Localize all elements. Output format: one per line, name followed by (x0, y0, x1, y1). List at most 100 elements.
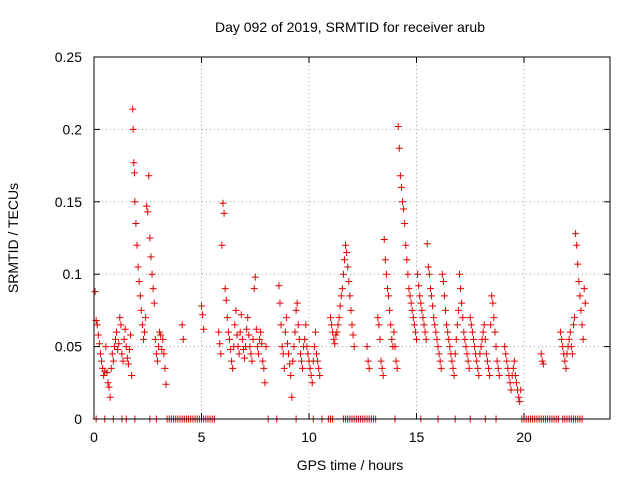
data-point (572, 230, 580, 238)
data-point (293, 299, 301, 307)
data-point (434, 343, 442, 351)
data-point (119, 357, 127, 365)
data-point (142, 314, 150, 322)
data-point (299, 364, 307, 372)
data-point (579, 335, 587, 343)
y-tick-label: 0.15 (55, 194, 82, 210)
data-point (450, 372, 458, 380)
data-point (243, 325, 251, 333)
data-point (179, 335, 187, 343)
x-tick-label: 5 (198, 429, 206, 445)
data-point (390, 328, 398, 336)
data-point (488, 292, 496, 300)
data-point (144, 208, 152, 216)
data-point (383, 285, 391, 293)
data-point (575, 277, 583, 285)
data-point (483, 357, 491, 365)
data-point (160, 350, 168, 358)
data-point (456, 270, 463, 278)
data-point (405, 285, 413, 293)
data-point (444, 328, 452, 336)
data-point (262, 343, 270, 351)
x-tick-label: 15 (409, 429, 425, 445)
data-point (413, 335, 420, 343)
data-point (433, 335, 441, 343)
data-point (464, 357, 472, 365)
data-point (290, 343, 298, 351)
data-point (246, 343, 254, 351)
data-point (250, 285, 258, 293)
data-point (339, 270, 347, 278)
data-point (256, 335, 264, 343)
data-point (151, 335, 159, 343)
data-point (436, 357, 444, 365)
data-point (200, 325, 208, 333)
data-point (511, 372, 519, 380)
data-point (91, 288, 99, 296)
data-point (289, 357, 297, 365)
data-point (143, 202, 151, 210)
data-point (216, 340, 224, 348)
data-point (409, 314, 417, 322)
data-point (316, 372, 324, 380)
data-point (566, 328, 574, 336)
data-point (379, 372, 387, 380)
data-point (253, 343, 261, 351)
data-point (158, 345, 166, 353)
y-axis-label: SRMTID / TECUs (5, 183, 21, 293)
data-point (123, 354, 131, 362)
data-point (397, 183, 405, 191)
data-point (228, 357, 236, 365)
data-point (238, 335, 246, 343)
data-point (152, 350, 160, 358)
data-point (408, 306, 416, 314)
data-point (490, 314, 498, 322)
data-point (365, 364, 373, 372)
data-point (150, 299, 158, 307)
data-point (482, 350, 490, 358)
data-point (364, 357, 372, 365)
data-point (307, 372, 315, 380)
x-tick-label: 0 (90, 429, 98, 445)
data-point (344, 263, 352, 271)
y-tick-label: 0 (74, 411, 82, 427)
data-point (229, 364, 237, 372)
data-point (198, 302, 205, 310)
data-point (153, 357, 161, 365)
data-point (346, 292, 354, 300)
data-point (492, 343, 500, 351)
data-point (336, 302, 344, 310)
data-point (407, 299, 415, 307)
data-point (338, 285, 346, 293)
data-point (112, 335, 119, 343)
data-point (517, 386, 525, 394)
y-tick-label: 0.1 (63, 266, 83, 282)
data-point (388, 335, 396, 343)
data-point (333, 328, 341, 336)
data-point (340, 256, 348, 264)
data-point (507, 386, 515, 394)
data-point (481, 335, 489, 343)
data-point (233, 331, 241, 339)
data-point (130, 159, 138, 167)
data-point (288, 393, 296, 401)
data-point (495, 372, 503, 380)
data-point (435, 350, 443, 358)
data-point (149, 285, 157, 293)
data-point (391, 343, 399, 351)
data-point (292, 306, 300, 314)
data-point (278, 343, 286, 351)
data-point (100, 372, 108, 380)
y-tick-label: 0.2 (63, 121, 83, 137)
data-point (138, 321, 146, 329)
data-point (574, 260, 582, 268)
data-point (477, 343, 485, 351)
data-point (124, 360, 132, 368)
data-point (215, 328, 223, 336)
data-point (581, 299, 589, 307)
data-point (148, 270, 156, 278)
data-point (129, 125, 137, 133)
data-point (114, 345, 122, 353)
data-point (328, 321, 336, 329)
data-point (94, 331, 102, 339)
